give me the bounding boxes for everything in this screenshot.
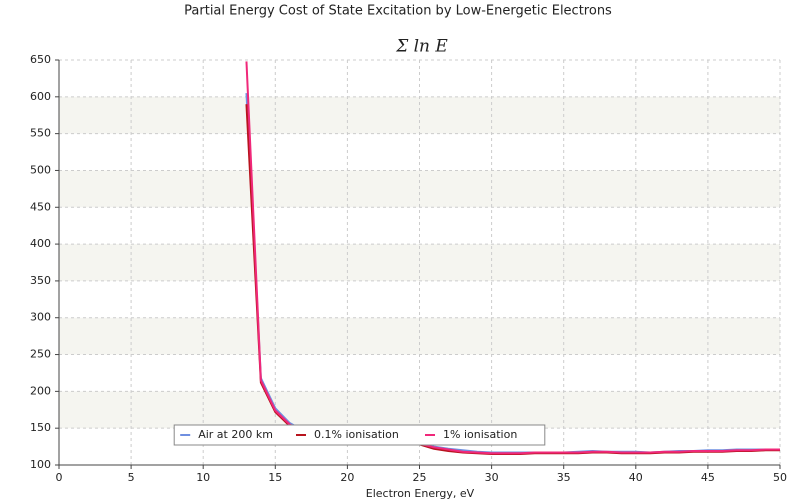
- legend-label: 1% ionisation: [443, 428, 517, 441]
- x-tick-label: 25: [413, 471, 427, 484]
- grid-band: [59, 244, 780, 281]
- y-tick-label: 600: [30, 90, 51, 103]
- x-axis-label: Electron Energy, eV: [366, 487, 475, 500]
- chart-title: Partial Energy Cost of State Excitation …: [184, 4, 612, 19]
- y-tick-label: 200: [30, 384, 51, 397]
- x-tick-label: 20: [340, 471, 354, 484]
- y-tick-label: 100: [30, 458, 51, 471]
- x-tick-label: 10: [196, 471, 210, 484]
- x-tick-label: 50: [773, 471, 787, 484]
- x-tick-label: 40: [629, 471, 643, 484]
- x-tick-label: 15: [268, 471, 282, 484]
- x-tick-label: 35: [557, 471, 571, 484]
- x-tick-label: 45: [701, 471, 715, 484]
- y-tick-label: 150: [30, 421, 51, 434]
- x-tick-label: 0: [56, 471, 63, 484]
- legend-box: [173, 424, 546, 446]
- x-tick-label: 5: [128, 471, 135, 484]
- y-tick-label: 250: [30, 348, 51, 361]
- legend-label: Air at 200 km: [198, 428, 273, 441]
- legend-label: 0.1% ionisation: [314, 428, 399, 441]
- y-tick-label: 550: [30, 127, 51, 140]
- y-tick-label: 450: [30, 200, 51, 213]
- chart-subtitle: Σ ln E: [395, 37, 448, 57]
- y-tick-label: 500: [30, 163, 51, 176]
- y-tick-label: 300: [30, 311, 51, 324]
- y-tick-label: 650: [30, 53, 51, 66]
- y-tick-label: 350: [30, 274, 51, 287]
- x-tick-label: 30: [485, 471, 499, 484]
- y-tick-label: 400: [30, 237, 51, 250]
